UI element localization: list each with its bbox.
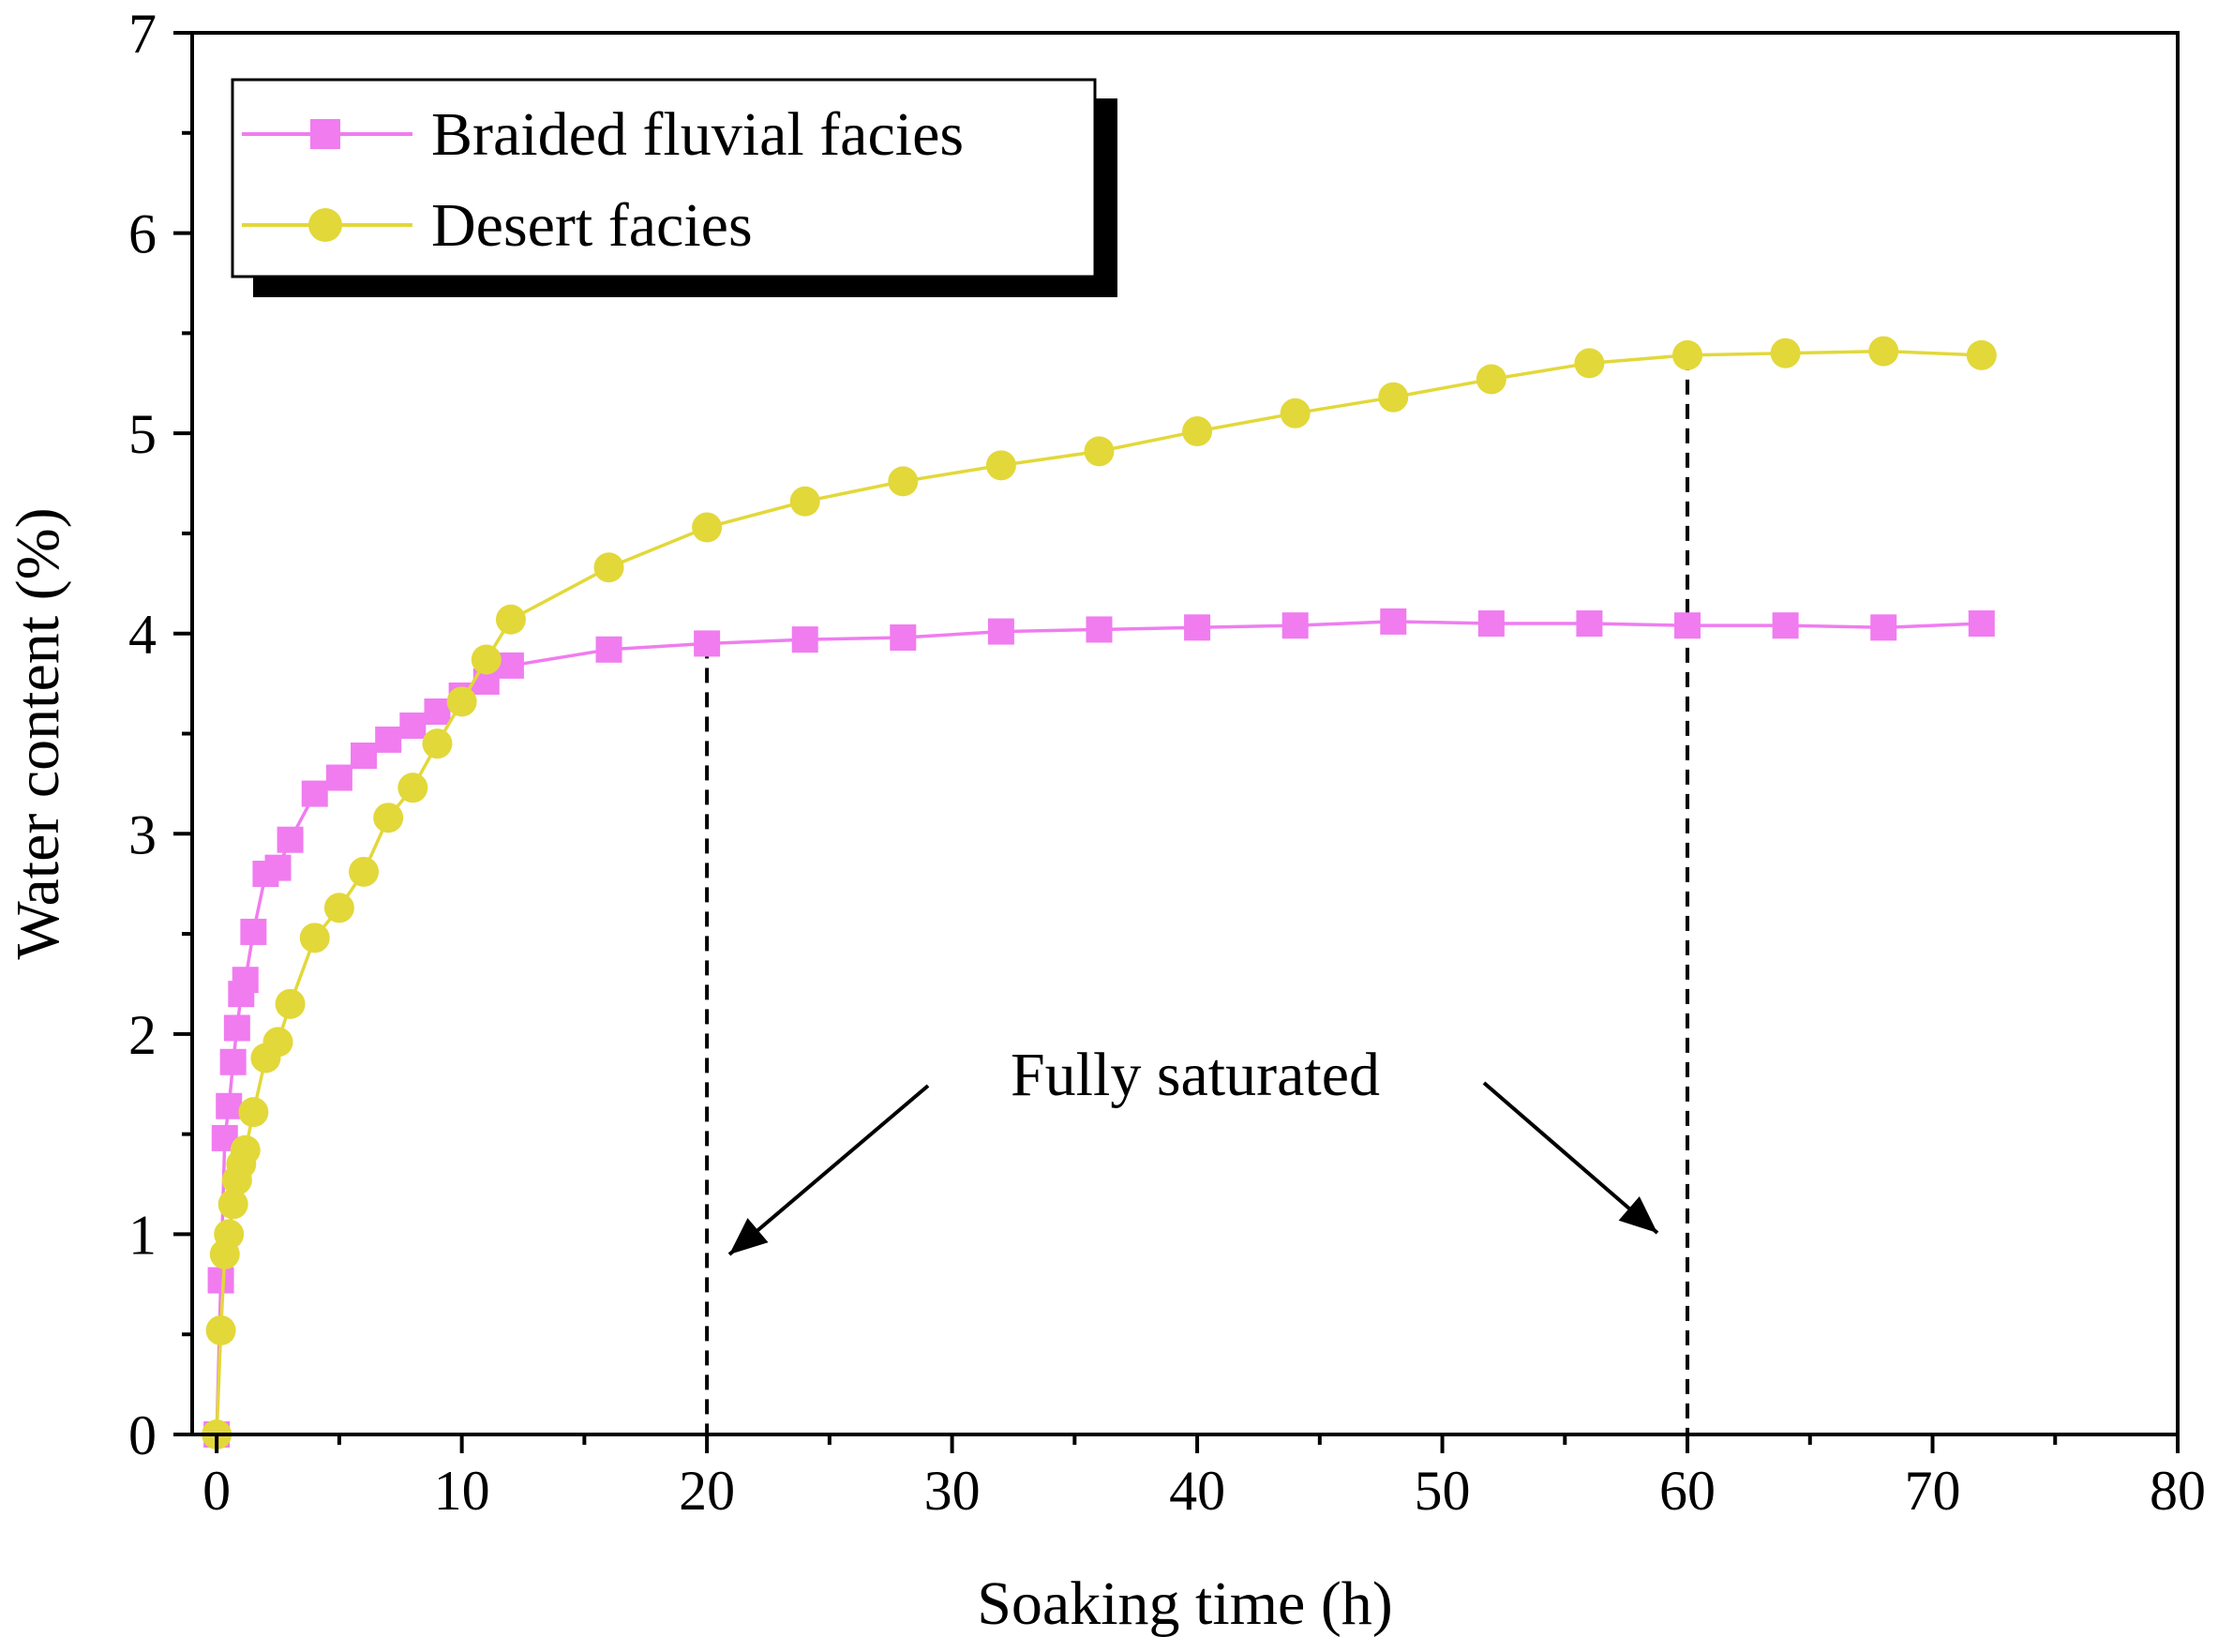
data-point bbox=[495, 604, 526, 635]
legend-marker bbox=[308, 208, 342, 242]
legend-box bbox=[231, 78, 1097, 278]
data-point bbox=[789, 486, 820, 517]
y-tick-label: 1 bbox=[128, 1204, 157, 1266]
x-tick-label: 10 bbox=[434, 1460, 490, 1522]
data-point bbox=[397, 773, 428, 803]
y-tick-label: 7 bbox=[128, 3, 157, 65]
data-point bbox=[471, 644, 502, 675]
x-tick-label: 30 bbox=[924, 1460, 981, 1522]
data-point bbox=[1968, 610, 1995, 638]
legend-label: Braided fluvial facies bbox=[431, 100, 964, 169]
y-tick-label: 5 bbox=[128, 403, 157, 465]
data-point bbox=[422, 728, 453, 759]
annotation-arrowhead bbox=[1618, 1195, 1657, 1233]
y-tick-label: 0 bbox=[128, 1404, 157, 1466]
x-tick-label: 0 bbox=[202, 1460, 231, 1522]
data-point bbox=[275, 988, 306, 1019]
x-tick-label: 80 bbox=[2150, 1460, 2206, 1522]
series-layer bbox=[202, 336, 1997, 1449]
data-point bbox=[1477, 610, 1505, 638]
data-point bbox=[325, 764, 352, 791]
data-point bbox=[230, 1134, 261, 1165]
data-point bbox=[1378, 382, 1409, 413]
data-point bbox=[692, 512, 723, 543]
data-point bbox=[375, 726, 402, 753]
data-point bbox=[1184, 614, 1211, 641]
data-point bbox=[1772, 612, 1799, 639]
saturation-markers bbox=[705, 354, 1690, 1434]
data-point bbox=[399, 712, 427, 739]
data-point bbox=[299, 923, 330, 954]
data-point bbox=[446, 686, 477, 717]
data-point bbox=[1966, 339, 1997, 370]
data-point bbox=[264, 854, 292, 881]
data-point bbox=[1380, 608, 1407, 635]
data-point bbox=[890, 623, 917, 651]
data-point bbox=[1770, 338, 1801, 368]
x-tick-label: 20 bbox=[679, 1460, 735, 1522]
data-point bbox=[694, 630, 721, 657]
x-tick-label: 50 bbox=[1415, 1460, 1471, 1522]
data-point bbox=[277, 826, 304, 853]
annotation-label: Fully saturated bbox=[1011, 1041, 1380, 1109]
data-point bbox=[214, 1219, 245, 1250]
data-point bbox=[217, 1189, 248, 1220]
annotation-arrowhead bbox=[729, 1218, 769, 1254]
data-point bbox=[240, 918, 267, 945]
data-point bbox=[987, 618, 1014, 645]
y-tick-label: 3 bbox=[128, 803, 157, 865]
data-point bbox=[232, 967, 259, 994]
data-point bbox=[593, 552, 624, 583]
x-tick-label: 60 bbox=[1659, 1460, 1716, 1522]
data-point bbox=[1281, 612, 1309, 639]
data-point bbox=[349, 856, 380, 887]
y-axis-title: Water content (%) bbox=[4, 507, 72, 959]
data-point bbox=[373, 803, 404, 834]
legend-label: Desert facies bbox=[431, 191, 753, 260]
x-tick-label: 70 bbox=[1905, 1460, 1961, 1522]
data-point bbox=[1870, 614, 1897, 641]
data-point bbox=[791, 626, 818, 653]
y-axis: 0 1 2 3 4 5 6 7 bbox=[128, 3, 192, 1466]
data-point bbox=[1674, 612, 1701, 639]
legend-marker bbox=[310, 119, 340, 149]
data-point bbox=[1574, 348, 1605, 379]
data-point bbox=[1672, 339, 1703, 370]
data-point bbox=[1868, 336, 1899, 367]
data-point bbox=[1476, 364, 1506, 395]
y-tick-label: 4 bbox=[128, 604, 157, 666]
data-point bbox=[262, 1027, 293, 1058]
annotation-arrow-line bbox=[1482, 1081, 1659, 1235]
data-point bbox=[219, 1048, 247, 1075]
x-axis: 0 10 20 30 40 50 60 70 80 bbox=[202, 1434, 2206, 1522]
data-point bbox=[1576, 610, 1603, 638]
data-point bbox=[351, 742, 378, 769]
data-point bbox=[1084, 436, 1115, 467]
x-axis-title: Soaking time (h) bbox=[977, 1569, 1393, 1638]
data-point bbox=[207, 1267, 234, 1294]
data-point bbox=[424, 698, 451, 726]
data-point bbox=[888, 466, 919, 497]
data-point bbox=[1086, 616, 1113, 643]
data-point bbox=[1182, 416, 1213, 447]
data-point bbox=[497, 652, 524, 679]
data-point bbox=[238, 1097, 269, 1128]
data-point bbox=[216, 1092, 243, 1119]
data-point bbox=[223, 1014, 250, 1042]
y-tick-label: 2 bbox=[128, 1004, 157, 1066]
annotation-group: Fully saturated bbox=[727, 1041, 1659, 1256]
x-tick-label: 40 bbox=[1169, 1460, 1225, 1522]
data-point bbox=[323, 893, 354, 924]
data-point bbox=[595, 636, 622, 663]
data-point bbox=[205, 1314, 236, 1345]
data-point bbox=[1280, 398, 1311, 428]
data-point bbox=[301, 780, 328, 807]
legend: Braided fluvial facies Desert facies bbox=[231, 78, 1117, 297]
data-point bbox=[985, 450, 1016, 481]
y-tick-label: 6 bbox=[128, 203, 157, 265]
annotation-arrow-line bbox=[727, 1084, 930, 1256]
